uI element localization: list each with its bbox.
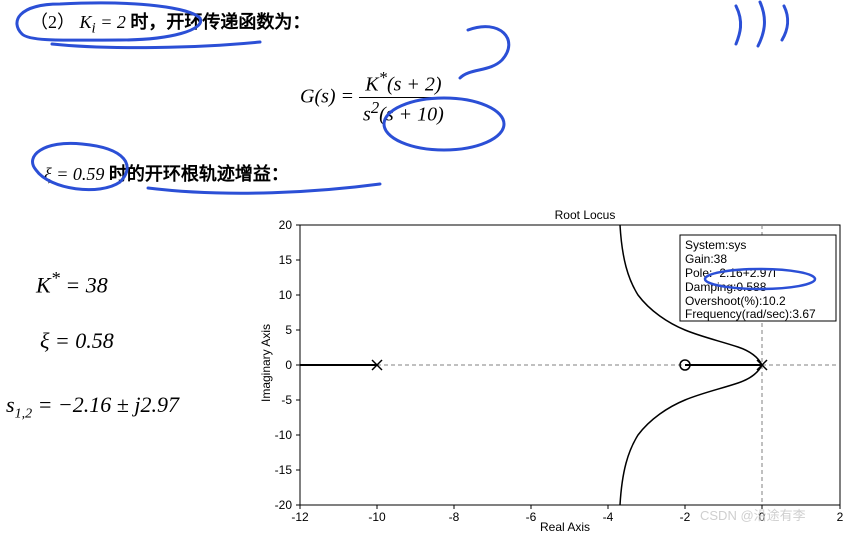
svg-text:Gain:38: Gain:38 [685,252,727,266]
svg-text:Overshoot(%):10.2: Overshoot(%):10.2 [685,294,786,308]
transfer-function: G(s) = K*(s + 2) s2(s + 10) [300,68,448,126]
svg-text:-4: -4 [603,510,614,524]
svg-text:Frequency(rad/sec):3.67: Frequency(rad/sec):3.67 [685,307,816,321]
tf-denominator: s2(s + 10) [359,98,448,127]
xi-eq: ξ = 0.59 [44,164,109,184]
y-label: Imaginary Axis [259,324,273,402]
svg-text:-10: -10 [275,428,293,442]
svg-text:-10: -10 [368,510,386,524]
svg-text:5: 5 [285,323,292,337]
watermark: CSDN @沿途有李 [700,505,806,524]
xi-result: ξ = 0.58 [40,328,114,354]
svg-text:-5: -5 [281,393,292,407]
svg-text:-15: -15 [275,463,293,477]
svg-text:20: 20 [279,218,293,232]
root-locus-plot: Root Locus -20 -15 -10 -5 0 5 10 15 20 -… [250,205,860,525]
tf-numerator: K*(s + 2) [359,68,448,98]
prefix: （2） [30,12,75,32]
tf-fraction: K*(s + 2) s2(s + 10) [359,68,448,126]
ki-equation: Ki = 2 [80,12,131,32]
svg-text:-8: -8 [449,510,460,524]
line1-tail: 时，开环传递函数为： [130,12,310,32]
condition-line: ξ = 0.59 时的开环根轨迹增益： [44,160,289,186]
svg-text:-12: -12 [291,510,309,524]
k-star-result: K* = 38 [36,268,108,298]
svg-text:10: 10 [279,288,293,302]
svg-text:2: 2 [837,510,844,524]
svg-text:0: 0 [285,358,292,372]
svg-text:System:sys: System:sys [685,238,746,252]
plot-title: Root Locus [555,208,616,222]
locus-lower [620,365,762,505]
problem-statement: （2） Ki = 2 时，开环传递函数为： [30,8,310,38]
svg-text:-2: -2 [680,510,691,524]
x-label: Real Axis [540,520,590,534]
s12-result: s1,2 = −2.16 ± j2.97 [6,392,179,422]
svg-text:15: 15 [279,253,293,267]
svg-text:-6: -6 [526,510,537,524]
svg-text:-20: -20 [275,498,293,512]
y-ticks: -20 -15 -10 -5 0 5 10 15 20 [275,218,300,512]
line2-tail: 时的开环根轨迹增益： [109,164,289,184]
